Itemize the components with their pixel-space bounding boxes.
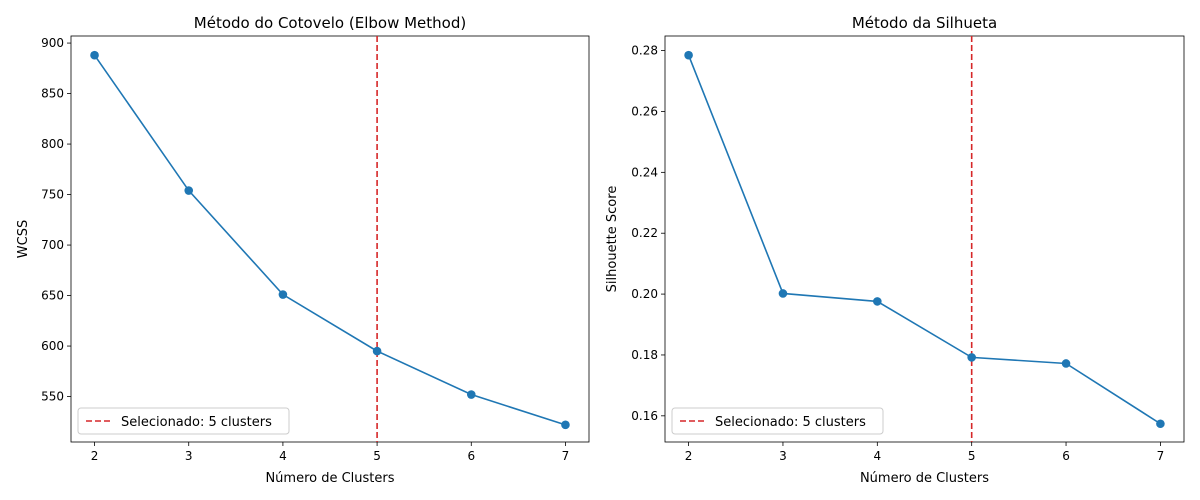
y-tick-label: 900 xyxy=(41,36,64,50)
x-tick-label: 3 xyxy=(185,449,193,463)
x-tick-label: 6 xyxy=(467,449,475,463)
data-point xyxy=(684,50,693,60)
x-axis-label: Número de Clusters xyxy=(860,471,989,486)
series-line xyxy=(93,54,566,426)
x-tick-label: 5 xyxy=(968,449,976,463)
y-tick-label: 750 xyxy=(41,188,64,202)
data-point xyxy=(778,289,788,298)
y-tick-label: 650 xyxy=(41,289,64,303)
x-tick-label: 4 xyxy=(873,449,881,463)
x-tick-label: 7 xyxy=(1157,449,1165,463)
data-point xyxy=(278,290,288,299)
data-point xyxy=(372,346,382,356)
x-tick-label: 2 xyxy=(91,449,99,463)
y-tick-label: 0.16 xyxy=(631,409,658,423)
x-tick-label: 4 xyxy=(279,449,287,463)
y-axis-label: Silhouette Score xyxy=(605,186,620,293)
y-tick-label: 800 xyxy=(41,137,64,151)
axes-frame xyxy=(70,35,590,443)
data-point xyxy=(90,50,99,60)
legend-label: Selecionado: 5 clusters xyxy=(121,415,272,430)
data-point xyxy=(1156,419,1165,429)
y-tick-label: 600 xyxy=(41,339,64,353)
y-tick-label: 0.26 xyxy=(631,104,658,118)
data-point xyxy=(1061,359,1071,368)
y-tick-label: 0.24 xyxy=(631,165,658,179)
axes-frame xyxy=(664,35,1185,443)
data-point xyxy=(561,420,570,430)
chart-title: Método da Silhueta xyxy=(852,14,997,32)
silhouette-chart: Método da Silhueta 2 3 4 5 6 7 0.16 0.18 0.20 0.22… xyxy=(605,14,1185,486)
y-tick-label: 0.18 xyxy=(631,348,658,362)
x-tick-label: 5 xyxy=(373,449,381,463)
y-tick-label: 550 xyxy=(41,390,64,404)
y-tick-label: 0.28 xyxy=(631,44,658,58)
series-line xyxy=(687,54,1161,425)
data-point xyxy=(466,390,476,399)
x-tick-label: 3 xyxy=(779,449,787,463)
data-point xyxy=(873,297,882,306)
y-tick-label: 0.22 xyxy=(631,226,658,240)
y-tick-label: 700 xyxy=(41,238,64,252)
chart-title: Método do Cotovelo (Elbow Method) xyxy=(194,14,466,32)
legend-box xyxy=(77,407,290,435)
x-axis-label: Número de Clusters xyxy=(265,471,394,486)
x-tick-label: 2 xyxy=(685,449,693,463)
data-point xyxy=(184,186,194,195)
legend-box xyxy=(671,407,884,435)
x-tick-label: 6 xyxy=(1062,449,1070,463)
elbow-chart: Método do Cotovelo (Elbow Method)2 3 4 5 6 75… xyxy=(16,14,590,486)
y-tick-label: 850 xyxy=(41,87,64,101)
data-point xyxy=(967,353,976,362)
legend-label: Selecionado: 5 clusters xyxy=(715,415,866,430)
y-axis-label: WCSS xyxy=(16,220,31,258)
x-tick-label: 7 xyxy=(562,449,570,463)
y-tick-label: 0.20 xyxy=(631,287,658,301)
